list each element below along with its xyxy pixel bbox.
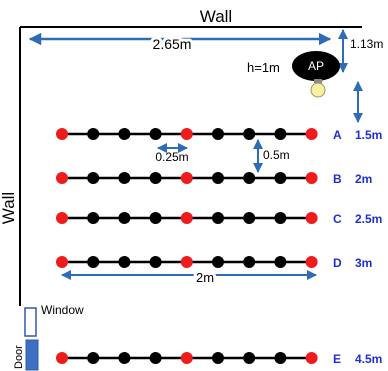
sensor-node [274, 128, 287, 140]
sensor-node [274, 212, 287, 224]
anchor-node [305, 172, 318, 184]
row-d: D 3m [56, 256, 372, 270]
sensor-node [149, 212, 162, 224]
row-distance: 3m [355, 256, 372, 270]
sensor-node [87, 256, 100, 268]
row-e: E 4.5m [56, 352, 382, 366]
sensor-node [243, 128, 256, 140]
sensor-node [149, 128, 162, 140]
access-point-label: AP [308, 59, 324, 73]
sensor-node [274, 352, 287, 364]
ap-height-label: h=1m [247, 60, 280, 75]
row-distance: 2m [355, 172, 372, 186]
sensor-node [243, 352, 256, 364]
sensor-node [243, 212, 256, 224]
sensor-node [149, 172, 162, 184]
lightbulb-icon [310, 79, 326, 98]
door-icon [25, 339, 39, 371]
sensor-node [149, 256, 162, 268]
anchor-node [56, 212, 68, 224]
sensor-node [212, 128, 224, 140]
row-length-label: 2m [196, 270, 214, 285]
top-wall-label: Wall [200, 7, 232, 26]
access-point-icon [292, 51, 340, 81]
anchor-node [56, 128, 68, 140]
sensor-node [243, 256, 256, 268]
row-c: C 2.5m [56, 212, 382, 226]
window-icon [24, 307, 37, 337]
anchor-node [305, 352, 318, 364]
measurement-rows: A 1.5m B 2m C 2.5m D 3m E 4.5m [56, 128, 382, 366]
sensor-node [87, 128, 100, 140]
sensor-node [87, 212, 100, 224]
row-letter: D [333, 256, 342, 270]
sensor-node [274, 256, 287, 268]
anchor-node [180, 256, 193, 268]
row-distance: 2.5m [355, 212, 382, 226]
ap-vertical-distance: 1.13m [350, 37, 383, 51]
row-letter: C [333, 212, 342, 226]
row-letter: B [333, 172, 342, 186]
sensor-node [118, 128, 131, 140]
door-label: Door [13, 345, 25, 369]
sensor-node [87, 172, 100, 184]
anchor-node [180, 172, 193, 184]
row-a: A 1.5m [56, 128, 382, 142]
sensor-node [212, 352, 224, 364]
anchor-node [56, 352, 68, 364]
sensor-node [243, 172, 256, 184]
row-b: B 2m [56, 172, 372, 186]
anchor-node [305, 256, 318, 268]
sensor-node [118, 256, 131, 268]
anchor-node [305, 128, 318, 140]
left-wall-label: Wall [0, 192, 18, 224]
ap-horizontal-distance: 2.65m [153, 36, 192, 52]
anchor-node [56, 172, 68, 184]
anchor-node [180, 352, 193, 364]
anchor-node [180, 212, 193, 224]
sensor-node [87, 352, 100, 364]
anchor-node [56, 256, 68, 268]
node-spacing-label: 0.25m [155, 150, 188, 164]
window-label: Window [41, 303, 84, 317]
sensor-node [118, 212, 131, 224]
sensor-node [212, 256, 224, 268]
row-spacing-label: 0.5m [263, 148, 290, 162]
sensor-node [274, 172, 287, 184]
anchor-node [180, 128, 193, 140]
row-distance: 4.5m [355, 352, 382, 366]
sensor-node [118, 172, 131, 184]
row-distance: 1.5m [355, 128, 382, 142]
sensor-node [212, 172, 224, 184]
sensor-node [118, 352, 131, 364]
row-letter: E [333, 352, 341, 366]
sensor-node [212, 212, 224, 224]
row-letter: A [333, 128, 342, 142]
sensor-node [149, 352, 162, 364]
anchor-node [305, 212, 318, 224]
